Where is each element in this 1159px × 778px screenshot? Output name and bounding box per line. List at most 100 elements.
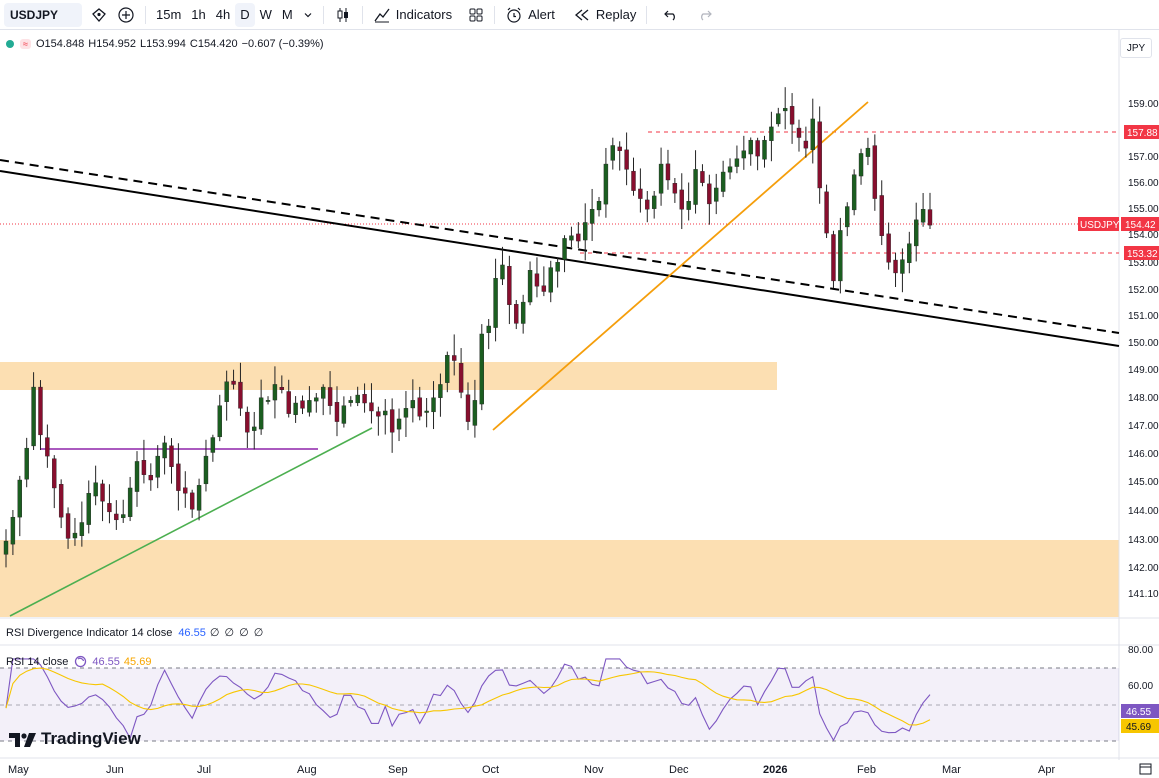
candle-body [169, 445, 174, 467]
price-tick-label: 143.00 [1128, 535, 1159, 546]
candle [631, 157, 636, 196]
candle [176, 443, 181, 511]
candle [38, 380, 43, 451]
interval-w[interactable]: W [255, 3, 277, 27]
candle-body [796, 127, 802, 138]
redo-icon[interactable] [692, 3, 718, 27]
compare-add-icon[interactable] [112, 3, 140, 27]
candle-body [569, 235, 574, 241]
indicators-button[interactable]: Indicators [368, 3, 457, 27]
undo-icon[interactable] [658, 3, 684, 27]
candle-body [617, 146, 622, 151]
templates-grid-icon[interactable] [463, 3, 489, 27]
interval-15m[interactable]: 15m [151, 3, 186, 27]
candle [782, 87, 788, 130]
interval-m[interactable]: M [277, 3, 298, 27]
data-delay-icon[interactable]: ≈ [20, 39, 31, 49]
candle [79, 501, 85, 547]
candle [562, 235, 567, 273]
price-axis[interactable]: 159.00 157.00 156.00 155.00 154.00 153.00 152.… [1128, 99, 1159, 600]
tradingview-logo[interactable]: TradingView [8, 729, 141, 749]
rsi-divergence-legend[interactable]: RSI Divergence Indicator 14 close 46.55 … [6, 626, 264, 640]
candle-body [38, 386, 43, 436]
time-tick-label: Apr [1038, 764, 1055, 776]
candle-body [907, 243, 912, 263]
candle-body [424, 410, 429, 413]
candle-body [396, 418, 402, 430]
interval-label: 15m [156, 7, 182, 22]
candle-body [307, 400, 312, 413]
candle-body [334, 402, 340, 422]
candle [383, 399, 388, 435]
interval-d[interactable]: D [235, 2, 255, 27]
candle [424, 398, 429, 428]
candle [541, 266, 547, 297]
candle-body [452, 355, 457, 361]
rsi-legend[interactable]: RSI 14 close 46.55 45.69 [6, 655, 151, 668]
candle [810, 98, 815, 164]
descending-trendline-solid [0, 170, 1120, 347]
candle-body [824, 191, 829, 234]
chart-type-candles-icon[interactable] [329, 3, 357, 27]
candle-body [776, 113, 781, 125]
price-tick-label: 150.00 [1128, 338, 1159, 349]
candle-body [845, 206, 850, 228]
candle-body [741, 150, 747, 159]
price-tick-label: 152.00 [1128, 285, 1159, 296]
candle-body [520, 301, 526, 324]
time-axis[interactable]: May Jun Jul Aug Sep Oct Nov Dec 2026 Feb Mar Apr [8, 763, 1152, 776]
candle-body [65, 513, 71, 539]
candle [679, 173, 684, 230]
rsi-tag-46.55: 46.55 [1121, 704, 1159, 718]
ohlc-low: L153.994 [140, 38, 186, 50]
candle [589, 188, 595, 241]
candle-body [900, 259, 905, 274]
candle-body [45, 437, 50, 457]
candle [845, 202, 850, 237]
rsi-ma-line [5, 667, 931, 726]
candle-body [417, 397, 422, 417]
candle-body [114, 513, 119, 521]
interval-1h[interactable]: 1h [186, 3, 210, 27]
candle [210, 434, 216, 462]
candle [576, 222, 581, 248]
calendar-icon[interactable] [1139, 763, 1152, 775]
rsi-divergence-value: 46.55 [178, 626, 206, 639]
alert-button[interactable]: Alert [500, 3, 560, 27]
interval-4h[interactable]: 4h [211, 3, 235, 27]
ohlc-close: C154.420 [189, 38, 238, 50]
candle [514, 299, 519, 330]
candle [686, 182, 691, 221]
rsi-divergence-title: RSI Divergence Indicator 14 close [6, 626, 173, 639]
currency-selector[interactable]: JPY [1120, 38, 1152, 58]
candle [465, 382, 471, 431]
candle [658, 147, 664, 206]
interval-dropdown-chevron-down-icon[interactable] [298, 3, 318, 27]
symbol-search[interactable]: USDJPY [4, 2, 82, 27]
currency-label: JPY [1126, 42, 1146, 54]
candle [865, 137, 871, 166]
candle-body [3, 540, 9, 555]
candle-body [210, 437, 216, 453]
price-tick-label: 141.10 [1128, 589, 1159, 600]
candle-body [376, 411, 381, 417]
rsi-settings-icon[interactable] [74, 655, 87, 668]
candle [65, 507, 71, 549]
candle [734, 145, 740, 174]
price-tick-label: 153.00 [1128, 258, 1159, 269]
candle [286, 379, 291, 418]
candle-body [31, 386, 36, 447]
candle [31, 372, 36, 450]
candle-body [679, 189, 684, 210]
demand-zone [0, 540, 1119, 617]
watchlist-diamond-icon[interactable] [86, 3, 112, 27]
candle-body [769, 126, 774, 141]
candle-body [651, 195, 657, 209]
candle-body [24, 447, 29, 480]
replay-button[interactable]: Replay [568, 3, 641, 27]
candle [10, 509, 16, 556]
candle [45, 424, 50, 468]
candle [472, 379, 478, 438]
candle [624, 132, 629, 186]
